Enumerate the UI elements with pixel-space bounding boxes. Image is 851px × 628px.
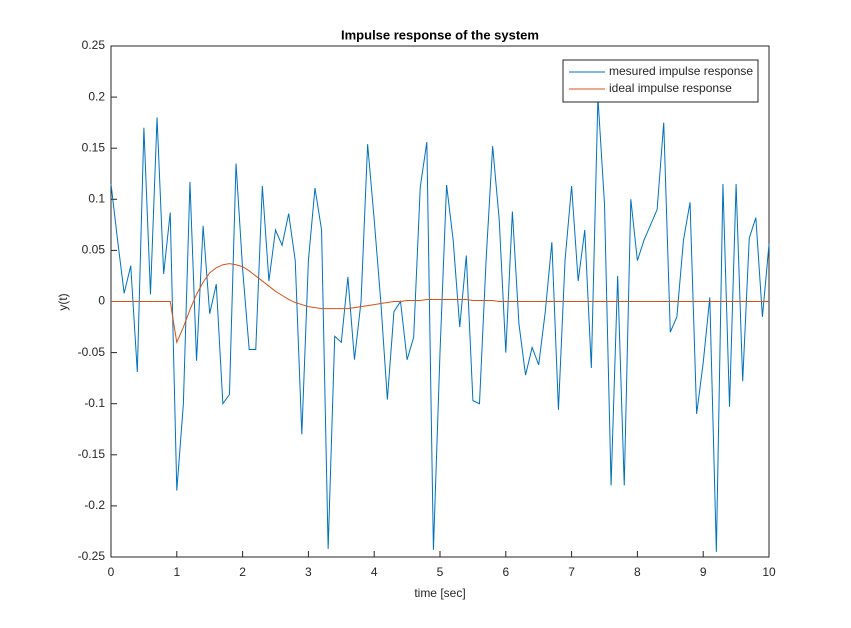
x-tick-label: 10 (762, 565, 776, 579)
legend-box (562, 59, 759, 103)
y-axis-label: y(t) (56, 293, 70, 310)
y-tick-label: 0.25 (82, 38, 106, 52)
y-tick-label: -0.25 (78, 549, 106, 563)
x-tick-label: 4 (371, 565, 378, 579)
legend-label: ideal impulse response (609, 81, 732, 95)
x-tick-label: 7 (568, 565, 575, 579)
x-tick-label: 1 (173, 565, 180, 579)
chart-title: Impulse response of the system (341, 27, 539, 42)
y-tick-label: -0.05 (78, 345, 106, 359)
x-tick-label: 0 (108, 565, 115, 579)
y-tick-label: 0.1 (88, 191, 105, 205)
x-tick-label: 9 (700, 565, 707, 579)
y-tick-label: 0 (98, 294, 105, 308)
x-tick-label: 6 (502, 565, 509, 579)
y-tick-label: -0.1 (84, 396, 105, 410)
legend-label: mesured impulse response (609, 64, 753, 78)
y-tick-label: -0.2 (84, 498, 105, 512)
y-tick-label: 0.05 (82, 243, 106, 257)
x-tick-label: 5 (437, 565, 444, 579)
data-line (110, 97, 770, 552)
x-tick-label: 8 (634, 565, 641, 579)
y-tick-label: 0.15 (82, 140, 106, 154)
x-axis-label: time [sec] (414, 586, 465, 600)
data-line (111, 263, 769, 345)
y-tick-label: 0.2 (88, 89, 105, 103)
y-tick-label: -0.15 (78, 447, 106, 461)
x-tick-label: 2 (239, 565, 246, 579)
x-tick-label: 3 (305, 565, 312, 579)
